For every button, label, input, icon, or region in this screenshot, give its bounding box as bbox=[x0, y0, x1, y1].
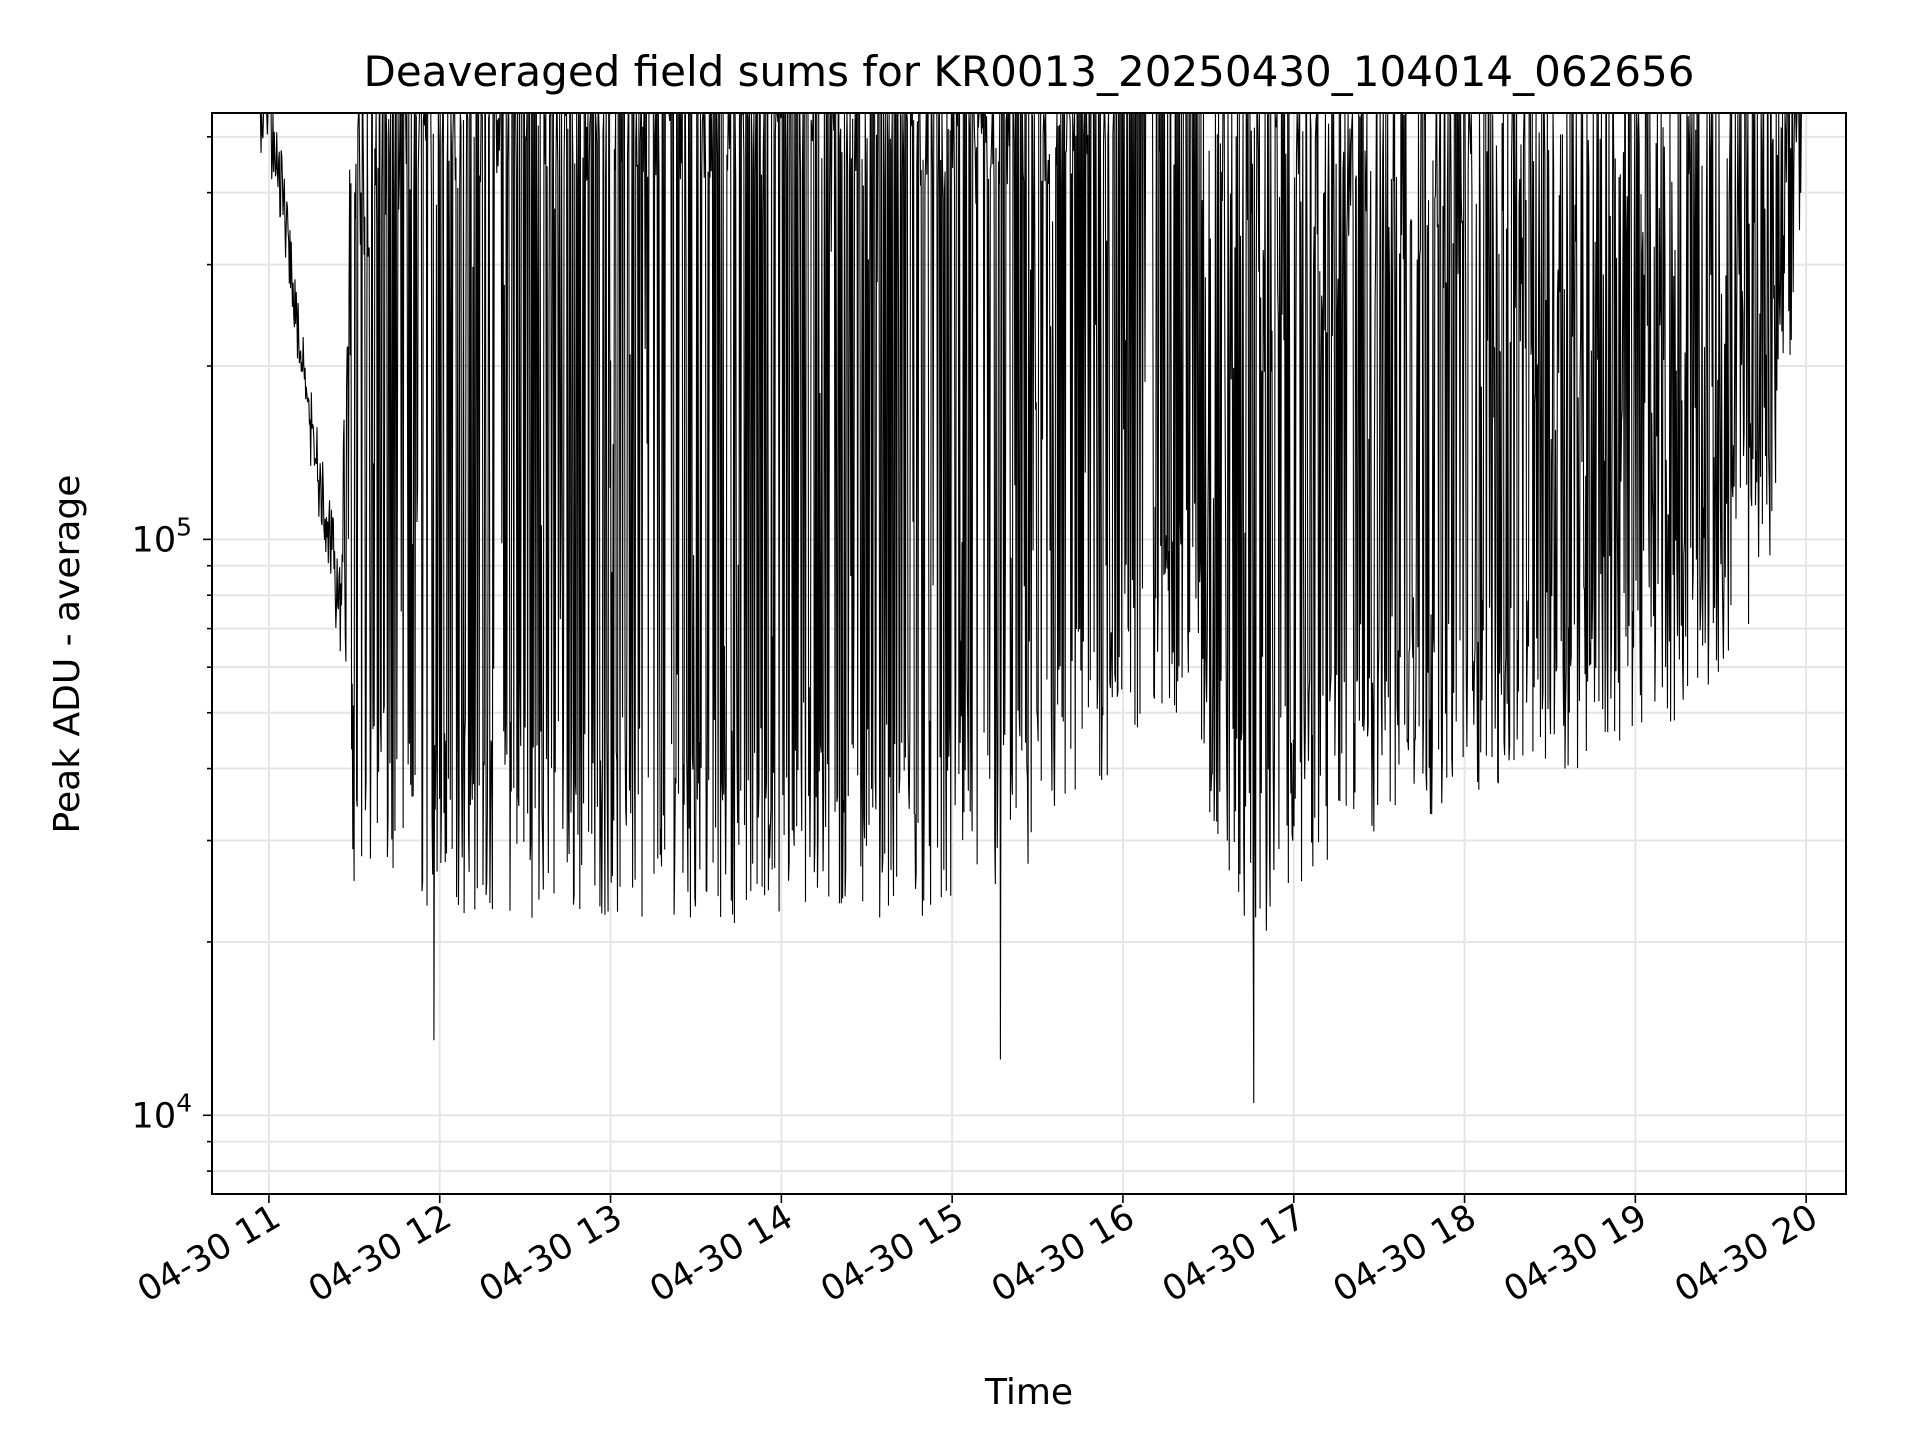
x-axis-label: Time bbox=[984, 1372, 1073, 1413]
chart-title: Deaveraged field sums for KR0013_2025043… bbox=[364, 47, 1695, 96]
plot-frame bbox=[211, 112, 1847, 1195]
series-line bbox=[212, 112, 1846, 1104]
series-group bbox=[212, 112, 1846, 1104]
y-tick-label: 104 bbox=[132, 1088, 192, 1136]
y-axis-label: Peak ADU - average bbox=[47, 475, 88, 834]
y-axis: 104105106107 bbox=[132, 136, 212, 1172]
y-tick-label: 105 bbox=[132, 512, 192, 560]
